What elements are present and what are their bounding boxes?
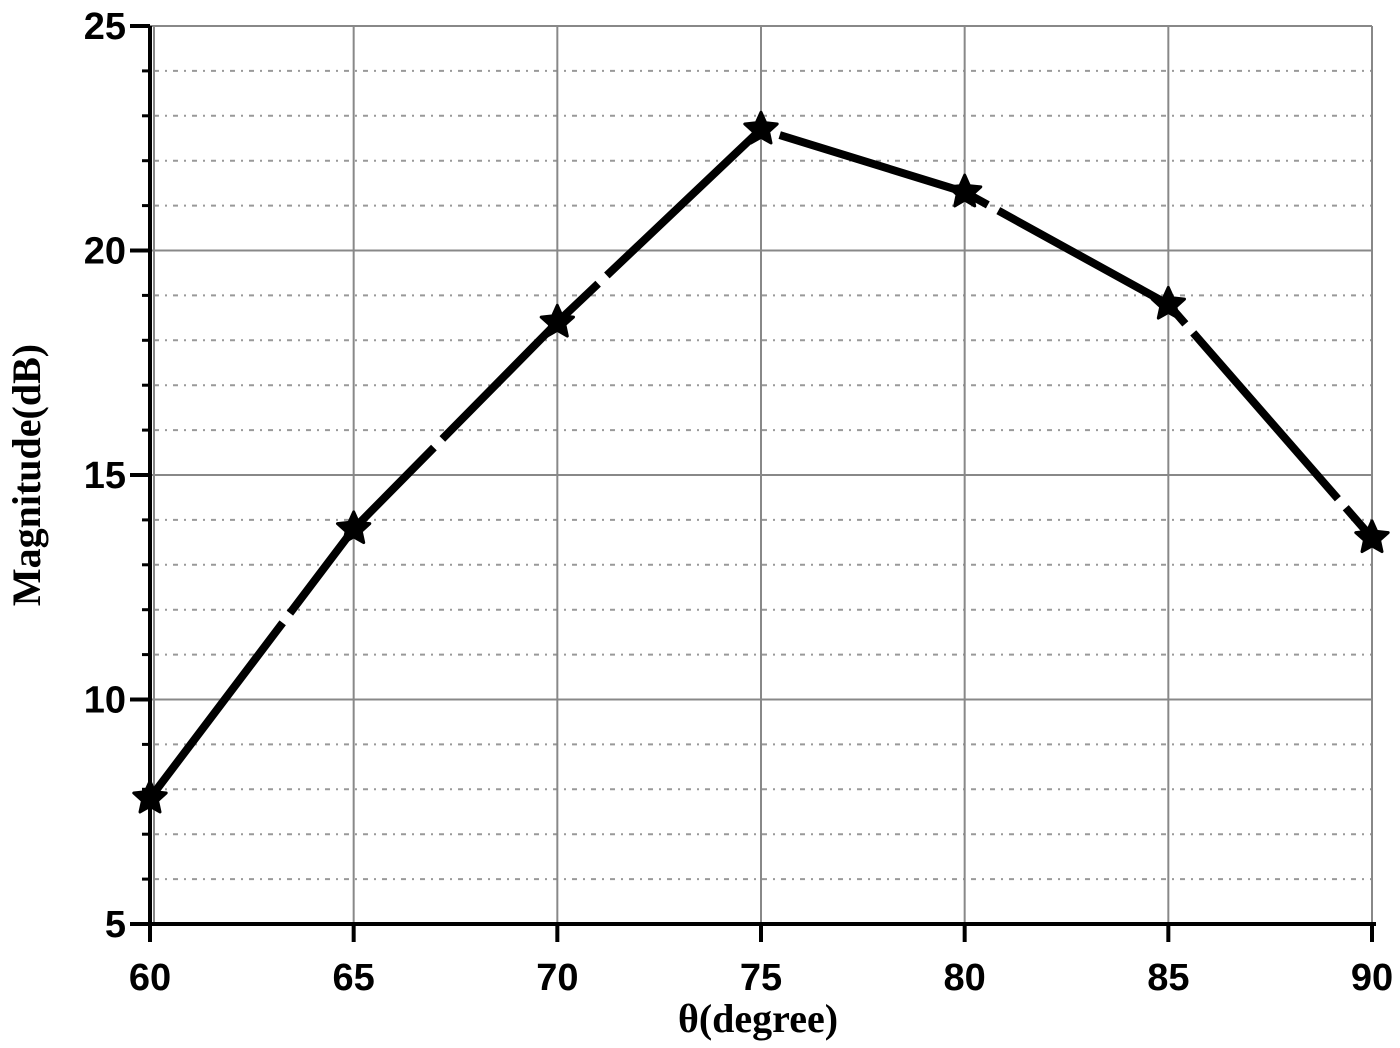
x-tick-label: 60 (129, 957, 171, 999)
y-tick-label: 20 (84, 231, 126, 273)
y-tick-label: 25 (84, 6, 126, 48)
star-marker (336, 510, 372, 545)
x-tick-label: 80 (944, 957, 986, 999)
star-marker (1354, 519, 1390, 554)
star-marker (743, 110, 779, 145)
x-tick-label: 90 (1351, 957, 1393, 999)
y-tick-label: 10 (84, 680, 126, 722)
x-tick-label: 65 (333, 957, 375, 999)
x-axis-title: θ(degree) (678, 996, 838, 1041)
star-marker (947, 173, 983, 208)
x-tick-label: 85 (1147, 957, 1189, 999)
y-tick-label: 5 (105, 904, 126, 946)
star-marker (132, 779, 168, 814)
data-series (132, 110, 1390, 814)
star-marker (539, 303, 575, 338)
y-axis-title: Magnitude(dB) (4, 344, 49, 606)
x-tick-label: 70 (536, 957, 578, 999)
y-tick-label: 15 (84, 455, 126, 497)
tick-marks (130, 24, 1374, 942)
major-gridlines (150, 25, 1373, 924)
x-tick-label: 75 (740, 957, 782, 999)
tick-labels: 5 10 15 20 25 60 65 70 75 80 85 90 (84, 6, 1393, 999)
star-marker (1150, 285, 1186, 320)
